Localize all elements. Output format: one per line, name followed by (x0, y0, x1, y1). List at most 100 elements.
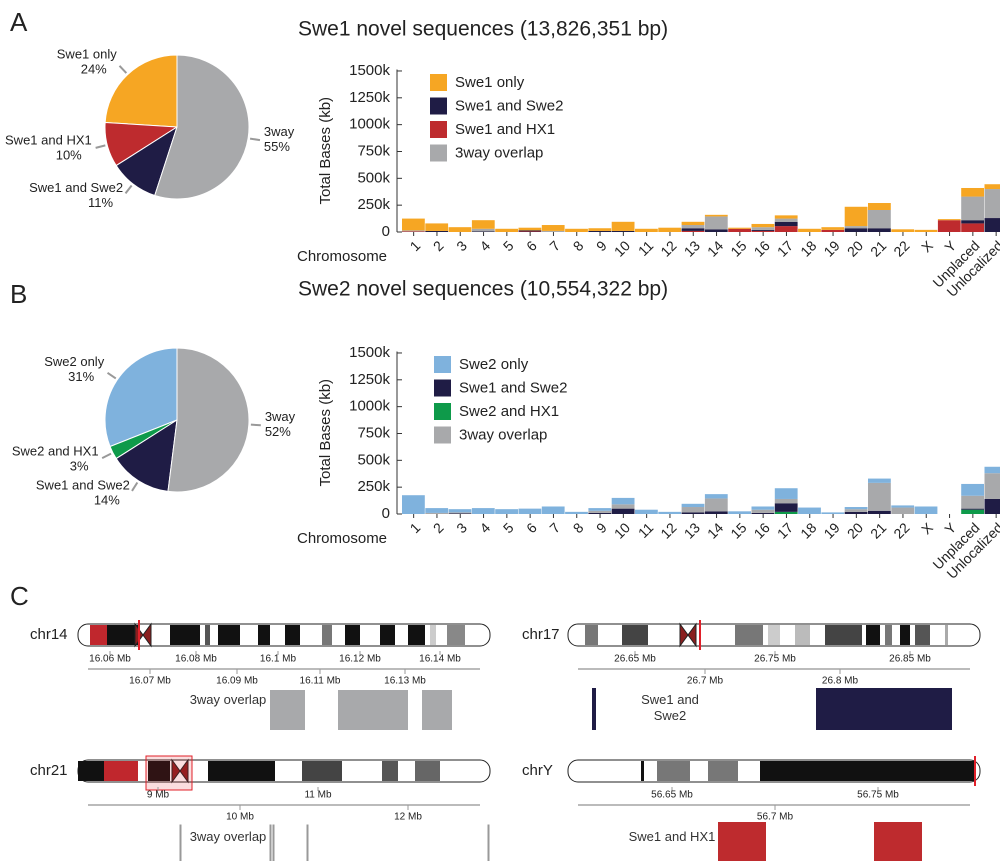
x-tick-label: 14 (704, 237, 726, 259)
pie-label: Swe1 only (57, 46, 117, 61)
bar-segment (984, 189, 1000, 219)
bar-segment (821, 229, 845, 232)
bar-segment (471, 231, 495, 232)
bar-segment (961, 509, 984, 514)
x-tick-label: 8 (570, 237, 587, 254)
bar-segment (658, 227, 682, 232)
axis-label: 56.75 Mb (857, 790, 899, 801)
bar-segment (844, 226, 868, 229)
x-tick-label: 18 (797, 237, 819, 259)
pie-label: Swe1 and HX1 (5, 132, 92, 147)
bar-segment (728, 511, 751, 514)
panel-letter: A (10, 7, 28, 37)
pie-slice (104, 54, 178, 128)
bar-segment (681, 503, 705, 508)
bar-segment (588, 508, 612, 511)
ideogram-band (107, 625, 138, 645)
ideogram-band (760, 761, 975, 781)
panel-letter: B (10, 279, 27, 309)
feature-block (272, 824, 275, 861)
bar-segment (588, 512, 612, 514)
x-tick-label: 18 (797, 519, 819, 541)
bar-segment (565, 511, 588, 514)
bar-segment (518, 230, 542, 232)
axis-label: 26.8 Mb (822, 676, 859, 687)
x-tick-label: 2 (430, 237, 447, 254)
bar-segment (658, 511, 682, 514)
y-tick-label: 1500k (349, 344, 390, 361)
bar-segment (611, 497, 635, 505)
bar-segment (914, 506, 938, 514)
bar-segment (635, 509, 658, 514)
centromere (679, 622, 697, 648)
bar-segment (891, 229, 915, 232)
bar-segment (518, 231, 542, 232)
ideogram-band (622, 625, 648, 645)
bar-segment (984, 218, 1000, 232)
x-tick-label: 16 (751, 237, 773, 259)
y-tick-label: 1000k (349, 398, 390, 415)
track-annotation: 3way overlap (189, 829, 267, 844)
bar-segment (751, 227, 775, 230)
axis-label: 9 Mb (147, 790, 170, 801)
bar-segment (751, 506, 775, 510)
leader-line (101, 452, 112, 460)
x-tick-label: 19 (820, 519, 842, 541)
bar-segment (984, 498, 1000, 514)
ideogram-band (380, 625, 395, 645)
legend-label: Swe2 and HX1 (459, 403, 559, 420)
feature-block (338, 690, 408, 730)
bar-segment (681, 512, 705, 514)
bar-segment (681, 230, 705, 232)
x-tick-label: 1 (407, 519, 424, 536)
centromere (171, 758, 189, 784)
leader-line (95, 144, 106, 149)
leader-line (106, 371, 117, 380)
pie-label: 3way (265, 409, 296, 424)
x-tick-label: 21 (867, 237, 889, 259)
y-tick-label: 1500k (349, 62, 390, 79)
ideogram-band (382, 761, 398, 781)
y-tick-label: 0 (382, 223, 390, 240)
pie-value-label: 31% (68, 369, 94, 384)
ideogram-band (641, 761, 644, 781)
bar-segment (774, 488, 798, 499)
x-tick-label: 13 (681, 237, 703, 259)
bar-segment (681, 228, 705, 231)
bar-segment (774, 226, 798, 232)
chromosome-label: chr21 (30, 762, 68, 779)
x-tick-label: 13 (681, 519, 703, 541)
feature-block (718, 822, 766, 861)
feature-block (487, 824, 490, 861)
bar-segment (425, 508, 449, 513)
x-tick-label: 21 (867, 519, 889, 541)
bar-segment (821, 227, 845, 230)
bar-segment (448, 512, 472, 514)
x-tick-label: 20 (844, 519, 866, 541)
x-tick-label: 17 (774, 237, 796, 259)
legend-swatch (430, 97, 447, 115)
feature-block (874, 822, 922, 861)
bar-segment (891, 505, 915, 508)
bar-segment (635, 228, 658, 232)
feature-block (816, 688, 952, 730)
bar-segment (704, 214, 728, 217)
bar-segment (774, 511, 798, 514)
bar-segment (495, 509, 518, 514)
bar-segment (844, 511, 868, 514)
chromosome-label: chrY (522, 762, 553, 779)
x-tick-label: 3 (453, 237, 470, 254)
ideogram-band (345, 625, 360, 645)
bar-segment (425, 512, 449, 514)
x-tick-label: 16 (751, 519, 773, 541)
pie-value-label: 55% (264, 139, 290, 154)
y-tick-label: 0 (382, 505, 390, 522)
bar-segment (541, 506, 565, 514)
axis-label: 16.12 Mb (339, 654, 381, 665)
ideogram-band (657, 761, 690, 781)
x-tick-label: 15 (727, 237, 749, 259)
bar-segment (611, 504, 635, 509)
bar-segment (984, 184, 1000, 190)
bar-segment (402, 230, 425, 232)
ideogram-band (104, 761, 138, 781)
